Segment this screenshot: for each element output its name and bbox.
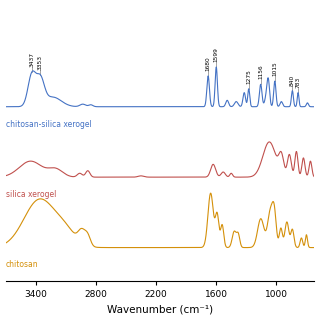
Text: silica xerogel: silica xerogel <box>5 190 56 199</box>
Text: 3437: 3437 <box>29 52 35 67</box>
Text: 1599: 1599 <box>214 47 219 62</box>
Text: 1275: 1275 <box>246 69 251 84</box>
Text: 1680: 1680 <box>206 56 211 71</box>
Text: 1015: 1015 <box>272 61 277 76</box>
Text: 1156: 1156 <box>258 65 263 79</box>
Text: 3353: 3353 <box>38 54 43 69</box>
Text: 840: 840 <box>290 74 295 85</box>
Text: 783: 783 <box>296 76 300 87</box>
Text: chitosan-silica xerogel: chitosan-silica xerogel <box>5 119 91 129</box>
X-axis label: Wavenumber (cm⁻¹): Wavenumber (cm⁻¹) <box>107 304 213 315</box>
Text: chitosan: chitosan <box>5 260 38 269</box>
